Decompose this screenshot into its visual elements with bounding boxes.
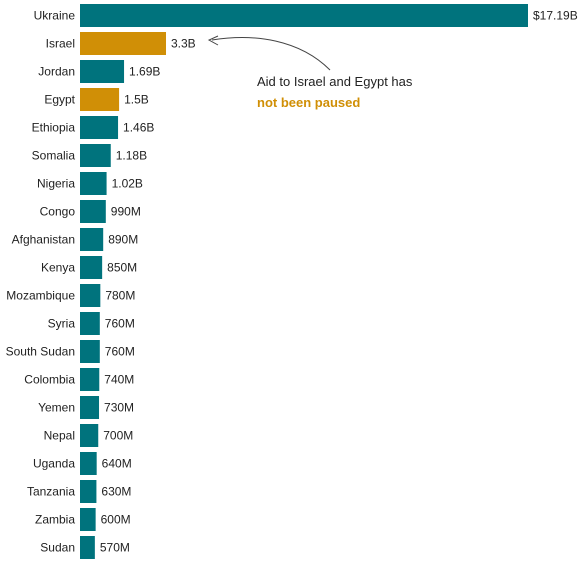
category-label-yemen: Yemen: [38, 401, 75, 415]
annotation-arrowhead: [207, 35, 219, 46]
category-label-colombia: Colombia: [24, 373, 75, 387]
category-label-ukraine: Ukraine: [34, 9, 76, 23]
bar-egypt: [80, 88, 120, 111]
value-label-egypt: 1.5B: [124, 93, 149, 107]
category-label-somalia: Somalia: [32, 149, 76, 163]
value-label-colombia: 740M: [104, 373, 134, 387]
bar-afghanistan: [80, 228, 104, 251]
value-label-nigeria: 1.02B: [112, 177, 143, 191]
bar-nigeria: [80, 172, 107, 195]
bar-uganda: [80, 452, 97, 475]
value-label-jordan: 1.69B: [129, 65, 160, 79]
category-label-jordan: Jordan: [38, 65, 75, 79]
value-label-south-sudan: 760M: [105, 345, 135, 359]
category-label-nigeria: Nigeria: [37, 177, 75, 191]
bar-yemen: [80, 396, 100, 419]
bar-nepal: [80, 424, 99, 447]
category-label-sudan: Sudan: [40, 541, 75, 555]
bars-group: Ukraine $17.19B Israel 3.3B Jordan 1.69B Egypt…: [6, 4, 578, 559]
bar-ukraine: [80, 4, 528, 27]
annotation-line2: not been paused: [257, 95, 360, 110]
bar-kenya: [80, 256, 103, 279]
value-label-zambia: 600M: [101, 513, 131, 527]
category-label-kenya: Kenya: [41, 261, 75, 275]
bar-south-sudan: [80, 340, 100, 363]
value-label-israel: 3.3B: [171, 37, 196, 51]
bar-israel: [80, 32, 167, 55]
value-label-ethiopia: 1.46B: [123, 121, 154, 135]
category-label-south-sudan: South Sudan: [6, 345, 75, 359]
category-label-mozambique: Mozambique: [6, 289, 75, 303]
category-label-nepal: Nepal: [44, 429, 75, 443]
bar-ethiopia: [80, 116, 119, 139]
value-label-yemen: 730M: [104, 401, 134, 415]
bar-jordan: [80, 60, 125, 83]
bar-sudan: [80, 536, 95, 559]
value-label-sudan: 570M: [100, 541, 130, 555]
value-label-uganda: 640M: [102, 457, 132, 471]
value-label-mozambique: 780M: [105, 289, 135, 303]
value-label-syria: 760M: [105, 317, 135, 331]
value-label-somalia: 1.18B: [116, 149, 147, 163]
value-label-afghanistan: 890M: [108, 233, 138, 247]
category-label-congo: Congo: [40, 205, 76, 219]
category-label-syria: Syria: [48, 317, 76, 331]
bar-tanzania: [80, 480, 97, 503]
bar-congo: [80, 200, 106, 223]
annotation-arrow: [211, 37, 331, 71]
bar-mozambique: [80, 284, 101, 307]
category-label-tanzania: Tanzania: [27, 485, 75, 499]
value-label-nepal: 700M: [103, 429, 133, 443]
category-label-israel: Israel: [46, 37, 75, 51]
annotation-line1: Aid to Israel and Egypt has: [257, 74, 413, 89]
category-label-egypt: Egypt: [44, 93, 75, 107]
category-label-ethiopia: Ethiopia: [32, 121, 76, 135]
category-label-zambia: Zambia: [35, 513, 75, 527]
category-label-uganda: Uganda: [33, 457, 75, 471]
category-label-afghanistan: Afghanistan: [12, 233, 75, 247]
bar-somalia: [80, 144, 111, 167]
value-label-congo: 990M: [111, 205, 141, 219]
annotation: Aid to Israel and Egypt has not been pau…: [207, 35, 413, 110]
bar-colombia: [80, 368, 100, 391]
value-label-ukraine: $17.19B: [533, 9, 578, 23]
bar-zambia: [80, 508, 96, 531]
value-label-tanzania: 630M: [101, 485, 131, 499]
bar-syria: [80, 312, 100, 335]
value-label-kenya: 850M: [107, 261, 137, 275]
